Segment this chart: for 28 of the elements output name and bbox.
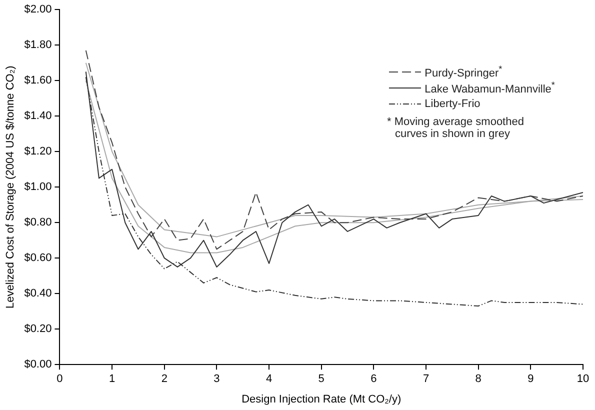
x-tick-label: 2	[161, 373, 168, 386]
x-tick-label: 3	[214, 373, 220, 386]
x-tick-label: 6	[370, 373, 377, 386]
y-tick-label: $0.40	[24, 288, 52, 300]
y-axis-title: Levelized Cost of Storage (2004 US $/tonne CO₂)	[4, 66, 17, 308]
y-tick-label: $0.80	[24, 216, 52, 229]
y-tick-label: $1.20	[24, 146, 52, 158]
x-axis-title: Design Injection Rate (Mt CO₂/y)	[242, 393, 402, 406]
y-tick-label: $2.00	[24, 4, 52, 16]
legend-label: Lake Wabamun-Mannville$^{*}$	[424, 80, 555, 96]
x-tick-label: 4	[266, 373, 272, 386]
x-tick-label: 7	[422, 373, 430, 386]
y-tick-label: $0.60	[24, 252, 52, 264]
y-tick-label: $0.00	[24, 358, 52, 371]
y-tick-label: $1.60	[24, 74, 52, 87]
x-tick-label: 10	[576, 373, 590, 386]
y-tick-label: $0.20	[24, 323, 52, 336]
x-tick-label: 8	[475, 373, 482, 386]
y-tick-label: $1.40	[24, 110, 52, 122]
legend-label: Purdy-Springer$^{*}$	[424, 64, 502, 80]
x-tick-label: 9	[528, 373, 534, 386]
legend-label: Liberty-Frio	[424, 98, 480, 110]
x-tick-label: 0	[56, 373, 63, 386]
x-tick-label: 1	[108, 373, 116, 386]
y-tick-label: $1.80	[24, 39, 52, 52]
x-tick-label: 5	[318, 373, 324, 386]
y-tick-label: $1.00	[24, 181, 52, 194]
annotation: * Moving average smoothed curves in shown in grey	[387, 116, 525, 140]
